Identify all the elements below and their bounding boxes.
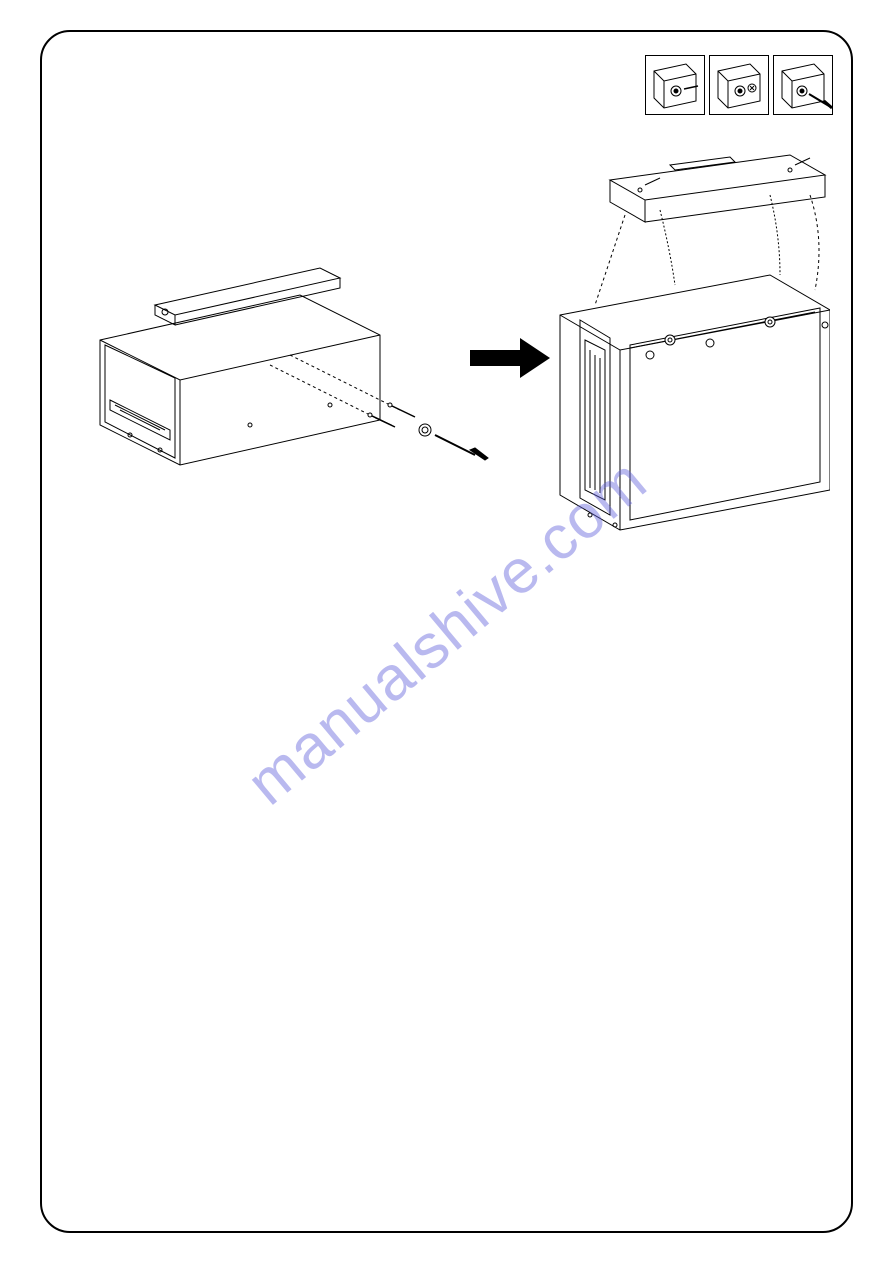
transition-arrow — [470, 338, 550, 378]
detail-panel-1 — [645, 55, 705, 115]
assembly-diagram — [70, 140, 833, 540]
detail-panel-2 — [709, 55, 769, 115]
detail-panel-3 — [773, 55, 833, 115]
cabinet-right — [560, 155, 830, 530]
detail-panel-row — [645, 55, 833, 115]
drawer-left — [100, 268, 488, 465]
